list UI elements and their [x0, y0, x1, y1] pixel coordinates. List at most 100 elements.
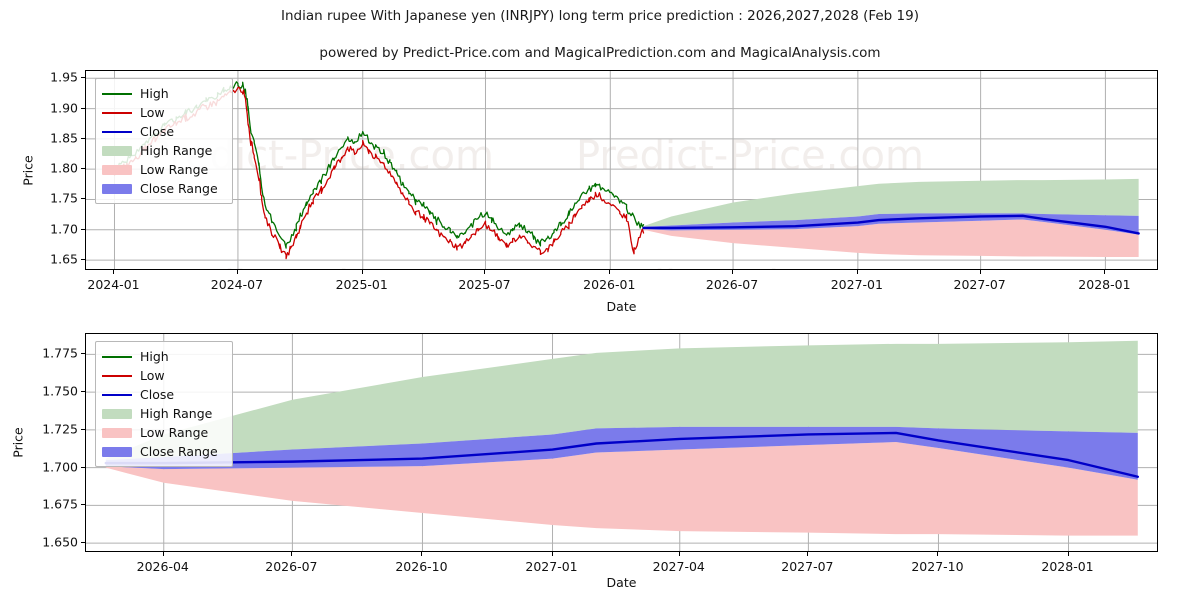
top-chart-panel: Predict-Price.com Predict-Price.com Pred… — [21, 69, 1158, 314]
y-axis-tick-mark — [81, 391, 85, 393]
x-axis-tick-mark — [361, 270, 363, 274]
y-axis-tick-label: 1.90 — [50, 100, 78, 116]
x-axis-tick-mark — [1104, 270, 1106, 274]
y-axis-tick-mark — [81, 168, 85, 170]
low-range-band — [643, 219, 1139, 258]
y-axis-tick-mark — [81, 353, 85, 355]
x-axis-tick-label: 2028-01 — [1078, 277, 1131, 292]
x-axis-tick-label: 2025-07 — [458, 277, 511, 292]
x-axis-tick-label: 2026-01 — [583, 277, 636, 292]
x-axis-tick-label: 2026-10 — [395, 559, 448, 574]
x-axis-tick-mark — [979, 270, 981, 274]
legend-item-close-range: Close Range — [102, 442, 224, 461]
close-forecast-line — [104, 431, 1139, 478]
y-axis-tick-label: 1.95 — [50, 69, 78, 85]
y-axis-tick-label: 1.80 — [50, 160, 78, 176]
x-axis-tick-mark — [609, 270, 611, 274]
x-axis-tick-mark — [162, 552, 164, 556]
x-axis-tick-mark — [421, 552, 423, 556]
x-axis-tick-label: 2025-01 — [335, 277, 388, 292]
y-axis-tick-mark — [81, 228, 85, 230]
legend-band-swatch-icon — [102, 446, 132, 458]
close-forecast-line — [642, 214, 1140, 235]
legend-item-label: Close — [140, 124, 175, 139]
legend-item-close: Close — [102, 385, 224, 404]
legend-item-label: Low Range — [140, 425, 209, 440]
x-axis-tick-mark — [678, 552, 680, 556]
top-chart-legend: High Low Close High Range Low Range Close Ran… — [95, 78, 233, 204]
legend-band-swatch-icon — [102, 408, 132, 420]
page-title: Indian rupee With Japanese yen (INRJPY) … — [281, 8, 919, 24]
y-axis-tick-label: 1.85 — [50, 130, 78, 146]
legend-item-label: High — [140, 349, 169, 364]
x-axis-tick-mark — [291, 552, 293, 556]
legend-band-swatch-icon — [102, 183, 132, 195]
legend-item-label: High — [140, 86, 169, 101]
x-axis-tick-label: 2026-04 — [136, 559, 189, 574]
legend-line-swatch-icon — [102, 370, 132, 382]
legend-line-swatch-icon — [102, 88, 132, 100]
y-axis-tick-label: 1.750 — [42, 383, 78, 399]
y-axis-tick-mark — [81, 137, 85, 139]
y-axis-tick-mark — [81, 259, 85, 261]
x-axis-tick-label: 2024-01 — [87, 277, 140, 292]
close-range-band — [643, 213, 1139, 235]
x-axis-tick-mark — [807, 552, 809, 556]
y-axis-tick-label: 1.75 — [50, 190, 78, 206]
high-range-band — [643, 178, 1139, 227]
legend-item-label: Close Range — [140, 181, 218, 196]
x-axis-tick-label: 2026-07 — [265, 559, 318, 574]
legend-line-swatch-icon — [102, 126, 132, 138]
x-axis-tick-mark — [236, 270, 238, 274]
legend-line-swatch-icon — [102, 107, 132, 119]
legend-line-swatch-icon — [102, 389, 132, 401]
y-axis-tick-label: 1.675 — [42, 496, 78, 512]
low-range-band — [105, 441, 1138, 536]
y-axis-tick-label: 1.65 — [50, 251, 78, 267]
y-axis-tick-label: 1.725 — [42, 421, 78, 437]
high-range-band — [105, 340, 1138, 461]
legend-item-high-range: High Range — [102, 404, 224, 423]
legend-item-low: Low — [102, 103, 224, 122]
y-axis-tick-label: 1.650 — [42, 534, 78, 550]
x-axis-tick-label: 2027-07 — [953, 277, 1006, 292]
x-axis-tick-mark — [551, 552, 553, 556]
top-chart-plot-area: Predict-Price.com Predict-Price.com Pred… — [85, 70, 1158, 270]
y-axis-tick-mark — [81, 504, 85, 506]
x-axis-tick-mark — [937, 552, 939, 556]
x-axis-tick-label: 2027-07 — [781, 559, 834, 574]
legend-item-label: High Range — [140, 406, 213, 421]
y-axis-tick-label: 1.700 — [42, 459, 78, 475]
legend-item-label: Low Range — [140, 162, 209, 177]
top-chart-series — [113, 81, 1140, 260]
legend-item-low: Low — [102, 366, 224, 385]
x-axis-tick-mark — [732, 270, 734, 274]
top-chart-xlabel: Date — [606, 299, 637, 314]
legend-line-swatch-icon — [102, 351, 132, 363]
x-axis-tick-label: 2027-10 — [911, 559, 964, 574]
bottom-chart-plot-area: Predict-Price.com Predict-Price.com — [85, 333, 1158, 552]
legend-item-label: High Range — [140, 143, 213, 158]
x-axis-tick-mark — [856, 270, 858, 274]
legend-band-swatch-icon — [102, 427, 132, 439]
y-axis-tick-label: 1.775 — [42, 345, 78, 361]
x-axis-tick-label: 2028-01 — [1041, 559, 1094, 574]
bottom-chart-series — [104, 340, 1139, 536]
legend-item-label: Close — [140, 387, 175, 402]
legend-item-label: Low — [140, 105, 165, 120]
legend-item-label: Close Range — [140, 444, 218, 459]
bottom-chart-legend: High Low Close High Range Low Range Close Ran… — [95, 341, 233, 467]
y-axis-tick-mark — [81, 107, 85, 109]
x-axis-tick-mark — [113, 270, 115, 274]
legend-band-swatch-icon — [102, 145, 132, 157]
legend-item-high: High — [102, 347, 224, 366]
x-axis-tick-mark — [484, 270, 486, 274]
y-axis-tick-label: 1.70 — [50, 221, 78, 237]
x-axis-tick-label: 2027-04 — [652, 559, 705, 574]
x-axis-tick-mark — [1067, 552, 1069, 556]
x-axis-tick-label: 2026-07 — [705, 277, 759, 292]
y-axis-tick-mark — [81, 542, 85, 544]
legend-item-high: High — [102, 84, 224, 103]
y-axis-tick-mark — [81, 466, 85, 468]
